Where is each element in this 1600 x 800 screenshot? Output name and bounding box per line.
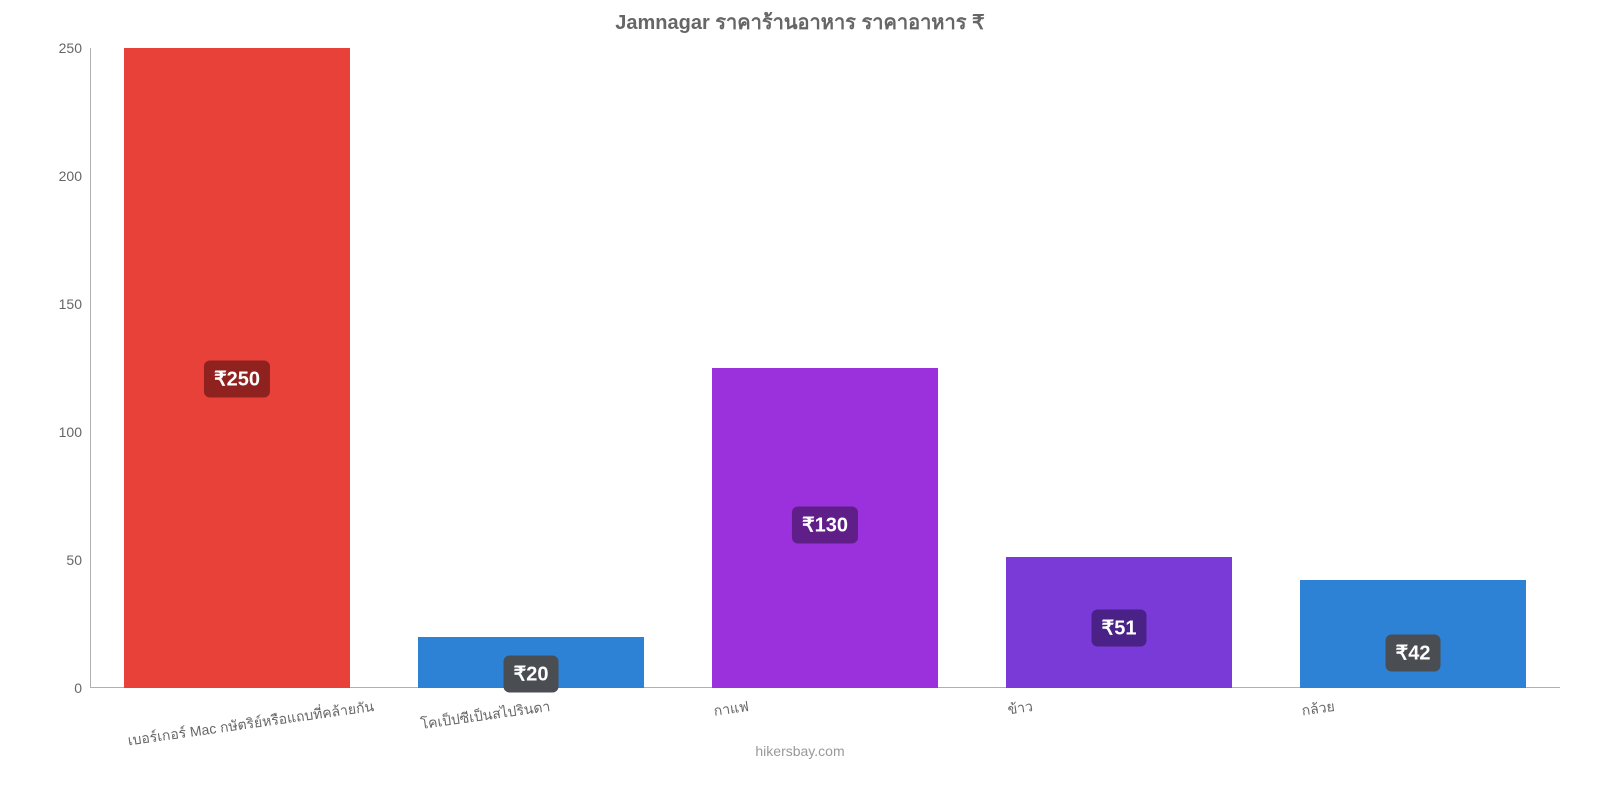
y-tick: 150 <box>0 296 90 312</box>
chart-container: Jamnagar ราคาร้านอาหาร ราคาอาหาร ₹ hiker… <box>0 0 1600 800</box>
bar-value-label: ₹42 <box>1386 635 1441 672</box>
bar-value-label: ₹20 <box>504 655 559 692</box>
y-tick: 200 <box>0 168 90 184</box>
bar-value-label: ₹250 <box>204 361 270 398</box>
x-tick-label: กาแฟ <box>712 696 750 723</box>
bar-value-label: ₹51 <box>1092 609 1147 646</box>
y-tick: 100 <box>0 424 90 440</box>
x-tick-label: กล้วย <box>1300 696 1336 722</box>
chart-title: Jamnagar ราคาร้านอาหาร ราคาอาหาร ₹ <box>0 6 1600 38</box>
x-tick-label: เบอร์เกอร์ Mac กษัตริย์หรือแถบที่คล้ายกั… <box>126 696 375 752</box>
y-tick: 0 <box>0 680 90 696</box>
watermark: hikersbay.com <box>755 743 844 759</box>
y-tick: 50 <box>0 552 90 568</box>
x-tick-label: ข้าว <box>1006 696 1034 721</box>
x-tick-label: โคเป็ปซีเป็นสไปรินดา <box>419 696 551 736</box>
bar-value-label: ₹130 <box>792 507 858 544</box>
y-tick: 250 <box>0 40 90 56</box>
